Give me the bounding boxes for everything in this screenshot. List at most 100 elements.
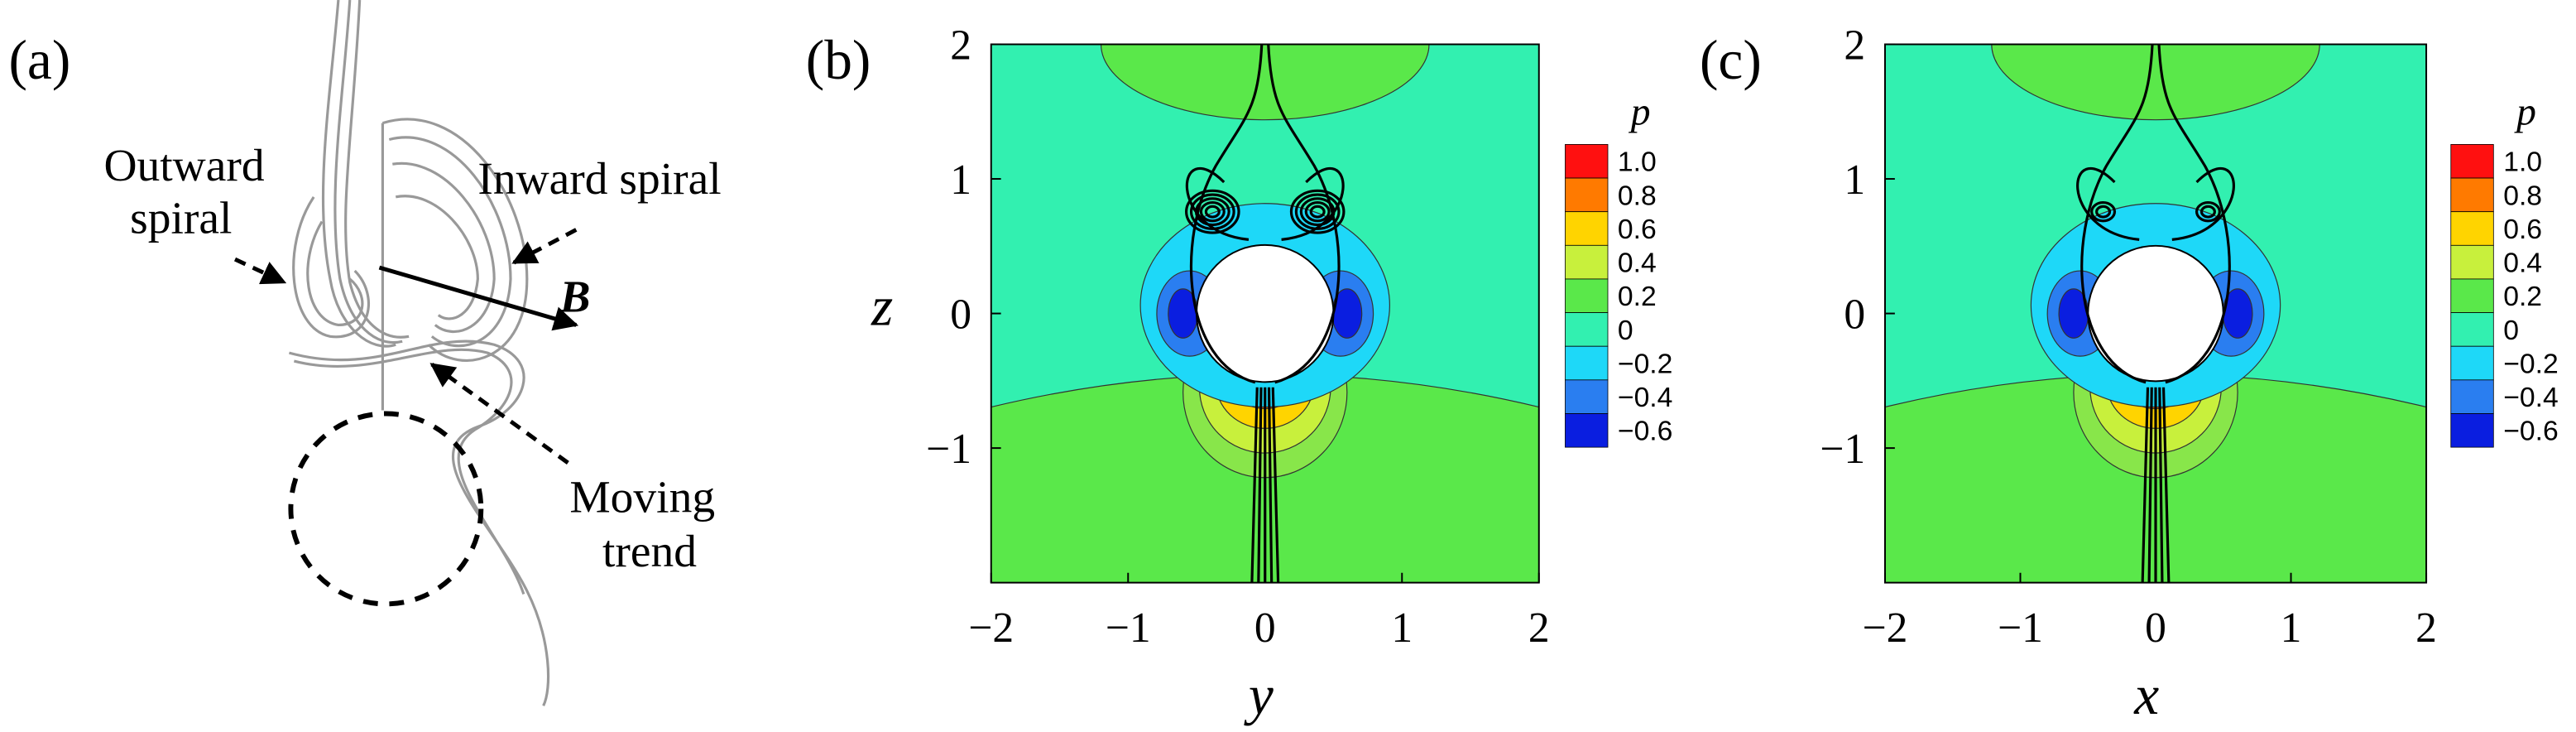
streamline (1271, 387, 1280, 583)
streamline (2171, 167, 2235, 241)
colorbar-swatch (1565, 379, 1609, 414)
colorbar-swatch (1565, 144, 1609, 179)
panel-label: (a) (8, 29, 70, 91)
colorbar-label: 0.4 (2503, 248, 2542, 279)
colorbar-swatch (2450, 177, 2494, 213)
x-tick-label: −2 (968, 604, 1014, 652)
colorbar-swatch (2450, 312, 2494, 347)
x-tick-label: 0 (2145, 604, 2166, 652)
streamline (2157, 44, 2231, 384)
colorbar-label: 0.2 (1618, 282, 1657, 312)
contour (1101, 44, 1430, 121)
x-tick-label: −1 (1998, 604, 2043, 652)
colorbar-label: 0 (1618, 315, 1633, 346)
y-tick-label: 2 (1844, 22, 1865, 69)
x-tick-label: −1 (1106, 604, 1151, 652)
panel-label: (c) (1700, 29, 1762, 91)
annotation: Outward (103, 141, 264, 191)
colorbar-label: −0.6 (2503, 417, 2559, 447)
x-tick-label: −2 (1863, 604, 1908, 652)
colorbar-label: −0.4 (2503, 383, 2559, 413)
vortex (1299, 197, 1336, 227)
colorbar-swatch (2450, 211, 2494, 246)
x-axis-label: y (1244, 664, 1274, 726)
colorbar-swatch (1565, 177, 1609, 213)
colorbar-label: 0.6 (2503, 214, 2542, 245)
y-tick-label: 0 (1844, 291, 1865, 338)
vortex (1199, 201, 1226, 223)
streamlines (2076, 44, 2235, 583)
vortex (1294, 193, 1341, 230)
streamline (2080, 44, 2154, 384)
vortex (1204, 205, 1221, 219)
colorbar-label: −0.2 (2503, 349, 2559, 379)
colorbar-label: 0.2 (2503, 282, 2542, 312)
colorbar-swatch (1565, 211, 1609, 246)
colorbar-title: p (2514, 91, 2536, 134)
streamline (1257, 387, 1263, 583)
x-tick-label: 2 (2415, 604, 2437, 652)
vortex (2199, 205, 2216, 219)
vortex (1309, 205, 1326, 219)
vortex (1185, 189, 1240, 234)
panel-label: (b) (806, 29, 871, 91)
colorbar-swatch (2450, 244, 2494, 280)
streamline (2161, 387, 2171, 583)
y-axis-label: z (871, 275, 893, 337)
contour (1991, 44, 2320, 121)
vortex (1194, 197, 1230, 227)
colorbar-swatch (1565, 413, 1609, 448)
annotation: spiral (130, 193, 232, 243)
panel-c: (c) x −2 −1 0 1 2210−1p1.00.80.60.40.20−0.2−… (1700, 22, 2559, 726)
streamlines (289, 0, 550, 706)
vortex (1289, 189, 1346, 234)
colorbar-swatch (1565, 278, 1609, 313)
vortex (2095, 205, 2112, 219)
vortex (1189, 193, 1235, 230)
cylinder (2087, 244, 2224, 383)
annotation: Moving (569, 472, 715, 523)
colorbar-swatch (1565, 244, 1609, 280)
contour-field (1884, 44, 2427, 583)
contour-field (991, 44, 1539, 583)
streamline (2076, 167, 2140, 241)
vortex (1304, 201, 1331, 223)
streamline (2158, 387, 2164, 583)
colorbar-label: 0.8 (1618, 181, 1657, 211)
vortex (2195, 201, 2221, 223)
y-tick-label: 1 (950, 157, 971, 204)
colorbar-swatch (1565, 345, 1609, 381)
y-tick-label: 1 (1844, 157, 1865, 204)
colorbar-label: −0.6 (1618, 417, 1673, 447)
x-tick-label: 1 (1391, 604, 1413, 652)
streamline (1250, 387, 1259, 583)
streamlines (1185, 44, 1346, 583)
y-tick-label: 0 (950, 291, 971, 338)
colorbar-title: p (1629, 91, 1651, 134)
y-tick-label: 2 (950, 22, 971, 69)
colorbar-label: −0.4 (1618, 383, 1673, 413)
streamline (2147, 387, 2153, 583)
colorbar-swatch (2450, 413, 2494, 448)
annotation: trend (602, 527, 697, 577)
colorbar-swatch (2450, 278, 2494, 313)
colorbar-swatch (2450, 144, 2494, 179)
x-tick-label: 1 (2281, 604, 2302, 652)
vortex (2090, 201, 2117, 223)
panel-a: (a) Outward spiral Inward spiral B Movin… (8, 0, 722, 706)
colorbar-label: 0 (2503, 315, 2519, 346)
colorbar-label: 1.0 (1618, 147, 1657, 178)
colorbar-swatch (1565, 312, 1609, 347)
y-tick-label: −1 (926, 426, 971, 473)
colorbar-label: 1.0 (2503, 147, 2542, 178)
annotation: B (559, 272, 590, 323)
colorbar-label: 0.4 (1618, 248, 1657, 279)
cylinder (1196, 243, 1335, 383)
x-axis-label: x (2133, 664, 2159, 726)
y-tick-label: −1 (1820, 426, 1865, 473)
arrows (233, 228, 579, 465)
colorbar-label: 0.6 (1618, 214, 1657, 245)
panel-b: (b) z y −2 −1 0 1 2210−1p1.00.80.60.40.20−0.… (806, 22, 1673, 726)
colorbar-swatch (2450, 379, 2494, 414)
